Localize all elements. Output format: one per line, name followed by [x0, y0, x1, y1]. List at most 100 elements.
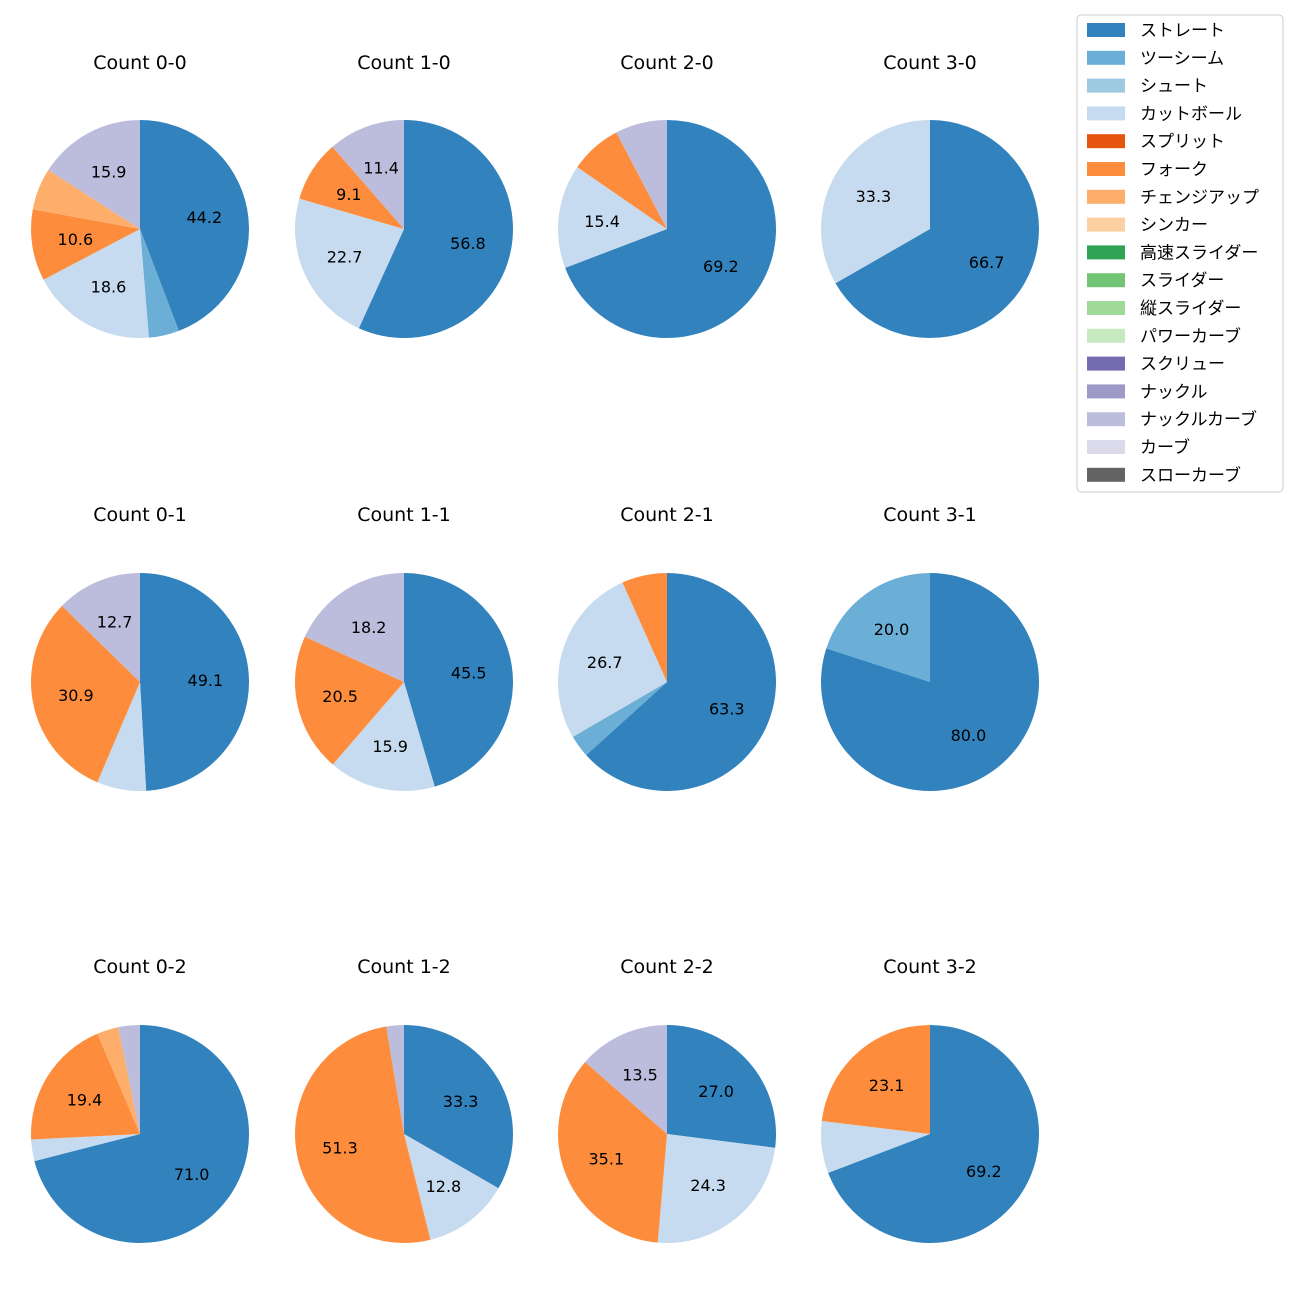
pie-slice [667, 1025, 777, 1148]
legend-swatch [1087, 78, 1125, 93]
pie-slice [118, 1025, 140, 1134]
pie-title: Count 1-2 [357, 956, 451, 978]
legend-entry: ナックル [1140, 382, 1208, 402]
pie-slice [48, 120, 141, 229]
slice-label: 63.3 [709, 700, 745, 719]
pie-slice [577, 132, 667, 229]
pies-layer: Count 0-0 44.2 18.6 10.6 15.9 Count 1-0 56.8 22… [30, 52, 1040, 1243]
legend-entry: スライダー [1140, 271, 1224, 291]
legend-entry: ナックルカーブ [1140, 409, 1257, 430]
pie-title: Count 2-2 [620, 956, 714, 978]
slice-label: 33.3 [856, 187, 892, 206]
pie-title: Count 2-1 [620, 504, 714, 526]
slice-label: 71.0 [174, 1165, 210, 1184]
pie-title: Count 1-0 [357, 52, 451, 74]
legend-entry: カーブ [1140, 437, 1190, 458]
pie-slice [404, 1134, 499, 1240]
pie-slice [358, 120, 514, 338]
pie-title: Count 1-1 [357, 504, 451, 526]
legend-entry: シュート [1140, 77, 1208, 97]
legend-swatch [1087, 356, 1125, 371]
pie-count-2-0: Count 2-0 69.2 15.4 [558, 52, 776, 339]
pie-slice [97, 1027, 140, 1134]
pie-slice [820, 120, 930, 284]
slice-label: 45.5 [451, 664, 487, 683]
pie-title: Count 0-0 [93, 52, 187, 74]
slice-label: 11.4 [363, 159, 399, 178]
legend-entry: チェンジアップ [1140, 188, 1259, 208]
pie-slice [835, 120, 1039, 338]
pie-slice [572, 682, 667, 756]
slice-label: 15.4 [584, 212, 620, 231]
legend-frame [1076, 14, 1284, 493]
pie-count-3-2: Count 3-2 69.2 23.1 [821, 956, 1039, 1243]
slice-label: 33.3 [443, 1092, 479, 1111]
slice-label: 15.9 [372, 737, 408, 756]
pie-count-3-1: Count 3-1 80.0 20.0 [820, 504, 1040, 791]
pie-slice [30, 209, 140, 280]
pie-title: Count 3-1 [883, 504, 977, 526]
pie-slice [332, 119, 404, 229]
pie-slice [140, 120, 249, 331]
slice-label: 51.3 [322, 1138, 358, 1157]
legend-swatch [1087, 467, 1125, 482]
pie-slice [299, 146, 404, 229]
legend-entry: パワーカーブ [1140, 326, 1241, 347]
pie-title: Count 0-2 [93, 956, 187, 978]
pie-slice [61, 573, 141, 682]
pie-slice [386, 1025, 404, 1134]
pie-slice [30, 605, 141, 783]
legend: ストレートツーシームシュートカットボールスプリットフォークチェンジアップシンカー… [1076, 14, 1284, 493]
pie-slice [140, 229, 179, 338]
slice-label: 9.1 [336, 185, 361, 204]
pie-slice [657, 1134, 776, 1243]
pie-slice [557, 1061, 667, 1243]
pie-slice [304, 573, 404, 682]
pie-count-0-2: Count 0-2 71.0 19.4 [31, 956, 250, 1243]
slice-label: 69.2 [966, 1162, 1002, 1181]
slice-label: 22.7 [327, 247, 363, 266]
pie-count-0-1: Count 0-1 49.1 30.9 12.7 [30, 504, 250, 791]
legend-swatch [1087, 273, 1125, 288]
slice-label: 18.2 [351, 618, 387, 637]
legend-swatch [1087, 301, 1125, 315]
pie-slice [31, 1134, 140, 1162]
slice-label: 18.6 [91, 277, 127, 296]
legend-entry: シンカー [1140, 216, 1208, 236]
legend-swatch [1087, 384, 1125, 399]
pie-slice [97, 682, 147, 791]
pie-slice [294, 636, 404, 765]
pie-count-2-1: Count 2-1 63.3 26.7 [557, 504, 776, 791]
pie-slice [828, 1025, 1039, 1243]
legend-entry: ツーシーム [1140, 49, 1224, 69]
legend-swatch [1087, 328, 1125, 343]
pie-title: Count 3-0 [883, 52, 977, 74]
slice-label: 23.1 [869, 1076, 905, 1095]
legend-entry: スクリュー [1140, 355, 1225, 375]
slice-label: 20.5 [322, 687, 358, 706]
slice-label: 27.0 [698, 1082, 734, 1101]
slice-label: 20.0 [874, 620, 910, 639]
legend-swatch [1087, 23, 1125, 37]
pie-slice [826, 573, 930, 682]
legend-swatch [1087, 217, 1125, 232]
slice-label: 30.9 [58, 686, 94, 705]
pie-title: Count 2-0 [620, 52, 714, 74]
pie-slice [140, 573, 250, 791]
legend-entry: カットボール [1140, 104, 1242, 124]
pie-slice [332, 682, 435, 791]
legend-swatch [1087, 189, 1125, 204]
slice-label: 19.4 [67, 1090, 103, 1109]
slice-label: 12.8 [426, 1177, 462, 1196]
pie-title: Count 0-1 [93, 504, 187, 526]
legend-entry: 縦スライダー [1140, 299, 1241, 319]
pie-slice [557, 582, 667, 737]
slice-label: 10.6 [58, 230, 94, 249]
legend-swatch [1087, 412, 1125, 427]
pie-slice [585, 1025, 667, 1134]
pie-slice [622, 573, 667, 682]
slice-label: 44.2 [187, 208, 223, 227]
legend-entry: スプリット [1140, 132, 1225, 152]
pie-slice [404, 1025, 513, 1189]
